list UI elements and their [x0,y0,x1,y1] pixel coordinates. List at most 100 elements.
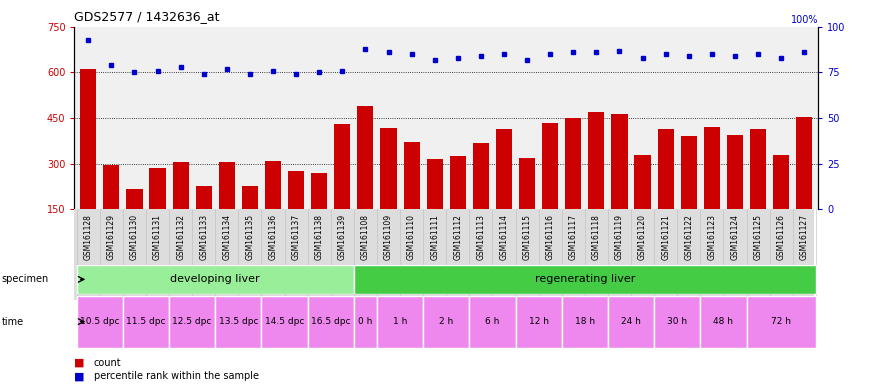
Bar [354,296,377,348]
Bar [562,296,608,348]
Bar [312,173,327,255]
Bar [126,189,143,255]
Bar [219,162,234,255]
Bar [262,296,308,348]
Text: count: count [94,358,122,368]
Bar [496,129,512,255]
Bar [658,129,674,255]
Bar [357,106,374,255]
Bar [265,161,281,255]
Text: GSM161132: GSM161132 [176,214,185,260]
Bar [150,168,165,255]
Bar [354,265,816,294]
Text: GSM161112: GSM161112 [453,214,462,260]
Text: 16.5 dpc: 16.5 dpc [311,317,351,326]
Text: developing liver: developing liver [171,274,260,285]
Bar [608,296,654,348]
Bar [796,117,812,255]
Text: percentile rank within the sample: percentile rank within the sample [94,371,259,381]
Text: 72 h: 72 h [771,317,791,326]
Bar [473,143,489,255]
Text: GSM161118: GSM161118 [592,214,601,260]
Text: 2 h: 2 h [439,317,453,326]
Bar [519,157,536,255]
Bar [427,159,443,255]
Bar [612,114,627,255]
Text: ■: ■ [74,358,85,368]
Text: GSM161139: GSM161139 [338,214,346,260]
Bar [242,185,258,255]
Text: 6 h: 6 h [486,317,500,326]
Bar [308,296,354,348]
Text: GSM161124: GSM161124 [731,214,739,260]
Bar [565,118,581,255]
Text: GSM161109: GSM161109 [384,214,393,260]
Text: 0 h: 0 h [358,317,373,326]
Text: 11.5 dpc: 11.5 dpc [126,317,165,326]
Text: 24 h: 24 h [621,317,641,326]
Bar [80,70,96,255]
Text: GSM161129: GSM161129 [107,214,116,260]
Text: GSM161134: GSM161134 [222,214,231,260]
Bar [469,296,515,348]
Text: 14.5 dpc: 14.5 dpc [265,317,304,326]
Text: GSM161130: GSM161130 [130,214,139,260]
Bar [103,165,119,255]
Text: specimen: specimen [2,274,49,285]
Text: GSM161113: GSM161113 [476,214,486,260]
Text: GSM161125: GSM161125 [753,214,763,260]
Bar [727,135,743,255]
Text: time: time [2,316,24,327]
Text: GSM161111: GSM161111 [430,214,439,260]
Bar [381,128,396,255]
Bar [377,296,424,348]
Text: GSM161126: GSM161126 [777,214,786,260]
Bar [172,162,189,255]
Text: GSM161128: GSM161128 [84,214,93,260]
Bar [515,296,562,348]
Text: 100%: 100% [791,15,818,25]
Text: GSM161108: GSM161108 [360,214,370,260]
Text: GSM161120: GSM161120 [638,214,648,260]
Bar [215,296,262,348]
Text: GSM161114: GSM161114 [500,214,508,260]
Bar [634,155,651,255]
Bar [654,296,700,348]
Text: GSM161135: GSM161135 [245,214,255,260]
Text: 12.5 dpc: 12.5 dpc [172,317,212,326]
Text: 10.5 dpc: 10.5 dpc [80,317,120,326]
Bar [169,296,215,348]
Text: GSM161131: GSM161131 [153,214,162,260]
Text: GSM161119: GSM161119 [615,214,624,260]
Text: GSM161123: GSM161123 [707,214,717,260]
Text: GSM161116: GSM161116 [546,214,555,260]
Text: GSM161121: GSM161121 [662,214,670,260]
Bar [704,127,720,255]
Bar [746,296,816,348]
Text: GSM161122: GSM161122 [684,214,693,260]
Bar [288,171,304,255]
Text: GDS2577 / 1432636_at: GDS2577 / 1432636_at [74,10,220,23]
Text: 48 h: 48 h [713,317,733,326]
Text: GSM161110: GSM161110 [407,214,416,260]
Text: GSM161138: GSM161138 [315,214,324,260]
Bar [750,129,766,255]
Bar [196,187,212,255]
Text: ■: ■ [74,371,85,381]
Text: GSM161136: GSM161136 [269,214,277,260]
Text: GSM161137: GSM161137 [291,214,301,260]
Text: 18 h: 18 h [575,317,595,326]
Bar [424,296,469,348]
Bar [588,112,605,255]
Bar [681,136,696,255]
Bar [700,296,746,348]
Bar [774,155,789,255]
Text: 1 h: 1 h [393,317,407,326]
Bar [77,265,354,294]
Text: GSM161133: GSM161133 [200,214,208,260]
Bar [123,296,169,348]
Text: GSM161117: GSM161117 [569,214,578,260]
Text: GSM161115: GSM161115 [522,214,532,260]
Text: regenerating liver: regenerating liver [535,274,635,285]
Bar [450,156,466,255]
